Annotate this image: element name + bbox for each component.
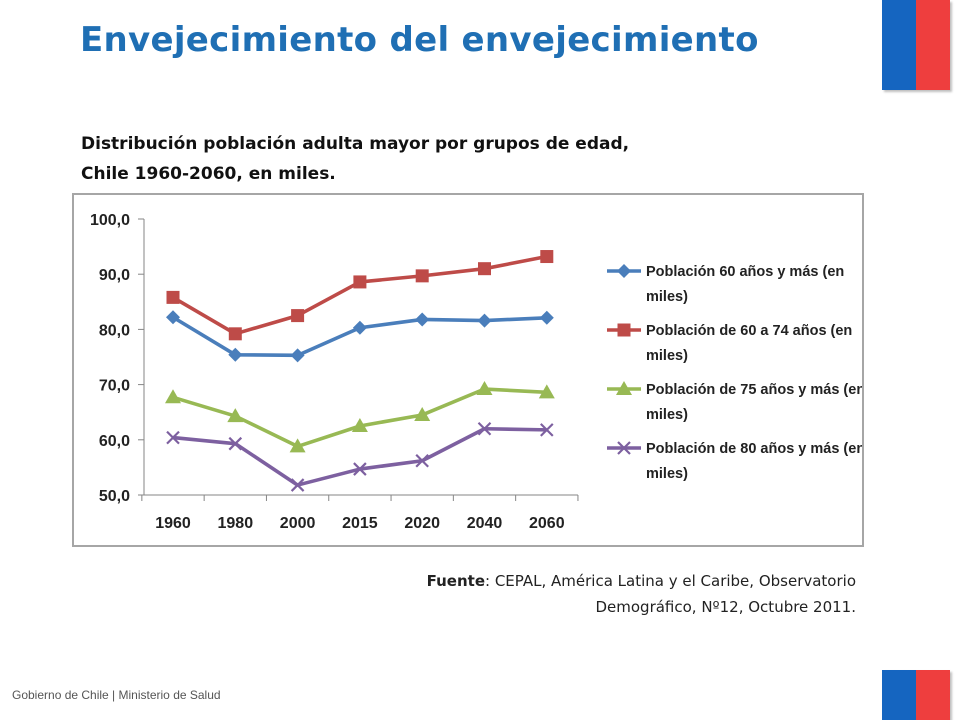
- y-tick-label: 60,0: [99, 433, 130, 450]
- legend-label: Población de 75 años y más (en: [646, 382, 862, 398]
- flag-blue-band: [882, 0, 916, 90]
- data-point: [476, 381, 493, 396]
- legend-label: miles): [646, 466, 688, 482]
- series-line: [172, 426, 547, 487]
- x-tick-label: 1980: [218, 515, 254, 532]
- data-point: [165, 389, 181, 404]
- chart-caption: Distribución población adulta mayor por …: [81, 129, 721, 189]
- legend-marker: [617, 441, 631, 455]
- chart-caption-line-2: Chile 1960-2060, en miles.: [81, 164, 336, 184]
- data-point: [227, 408, 244, 423]
- data-point: [540, 250, 554, 264]
- x-tick-label: 2000: [280, 515, 316, 532]
- legend-marker: [617, 323, 631, 337]
- data-point: [353, 275, 367, 289]
- chart-frame: 50,0 60,0 70,0 80,0 90,0 100,0 1960 1980 2000 201…: [72, 193, 864, 547]
- legend-label: Población de 80 años y más (en: [646, 441, 862, 457]
- source-text: : CEPAL, América Latina y el Caribe, Obs…: [485, 572, 856, 616]
- legend-marker: [617, 264, 631, 278]
- x-tick-label: 1960: [155, 515, 191, 532]
- x-tick-label: 2015: [342, 515, 378, 532]
- data-point: [290, 348, 305, 363]
- data-point: [290, 478, 305, 492]
- data-point: [415, 269, 429, 283]
- data-point: [478, 262, 491, 276]
- data-point: [351, 418, 368, 432]
- x-tick-label: 2060: [529, 515, 565, 532]
- data-point: [228, 347, 243, 362]
- chile-flag-logo-top: [882, 0, 950, 90]
- data-point: [477, 313, 492, 328]
- data-point: [166, 430, 180, 445]
- flag-red-band: [916, 0, 950, 90]
- legend-label: miles): [646, 289, 688, 305]
- flag-red-band: [916, 670, 950, 720]
- legend-entry-4: Población de 80 años y más (en miles): [607, 441, 862, 482]
- series-line: [172, 387, 547, 449]
- legend-entry-2: Población de 60 a 74 años (en miles): [607, 323, 852, 364]
- source-note: Fuente: CEPAL, América Latina y el Carib…: [400, 568, 856, 620]
- data-point: [540, 423, 554, 437]
- data-point: [477, 421, 492, 436]
- data-point: [166, 310, 180, 325]
- series-1: [166, 310, 554, 363]
- data-point: [414, 406, 431, 421]
- source-label: Fuente: [426, 572, 485, 590]
- legend-label: miles): [646, 348, 688, 364]
- series-2: [166, 250, 554, 341]
- x-tick-label: 2020: [404, 515, 440, 532]
- data-point: [353, 462, 367, 476]
- data-point: [291, 309, 305, 323]
- chile-flag-logo-bottom: [882, 670, 950, 720]
- legend-entry-1: Población 60 años y más (en miles): [607, 264, 844, 305]
- data-point: [352, 320, 367, 335]
- flag-blue-band: [882, 670, 916, 720]
- data-point: [228, 436, 243, 451]
- legend-label: Población 60 años y más (en: [646, 264, 844, 280]
- footer-text: Gobierno de Chile | Ministerio de Salud: [12, 688, 221, 702]
- data-point: [415, 312, 430, 327]
- data-point: [289, 438, 306, 453]
- data-point: [228, 327, 242, 341]
- data-point: [166, 290, 180, 304]
- y-tick-label: 50,0: [99, 488, 130, 505]
- y-tick-label: 90,0: [99, 267, 130, 284]
- series-4: [166, 421, 554, 492]
- legend-entry-3: Población de 75 años y más (en miles): [607, 381, 862, 423]
- slide-title: Envejecimiento del envejecimiento: [80, 20, 759, 60]
- series-3: [165, 381, 555, 453]
- data-point: [415, 453, 429, 468]
- data-point: [539, 310, 554, 325]
- legend-label: Población de 60 a 74 años (en: [646, 323, 852, 339]
- legend-marker: [616, 381, 632, 395]
- data-point: [538, 384, 555, 399]
- y-tick-label: 80,0: [99, 322, 130, 339]
- y-tick-label: 100,0: [90, 212, 130, 229]
- x-tick-label: 2040: [467, 515, 503, 532]
- line-chart: 50,0 60,0 70,0 80,0 90,0 100,0 1960 1980 2000 201…: [90, 212, 862, 532]
- legend-label: miles): [646, 407, 688, 423]
- chart-caption-line-1: Distribución población adulta mayor por …: [81, 134, 630, 154]
- y-tick-label: 70,0: [99, 378, 130, 395]
